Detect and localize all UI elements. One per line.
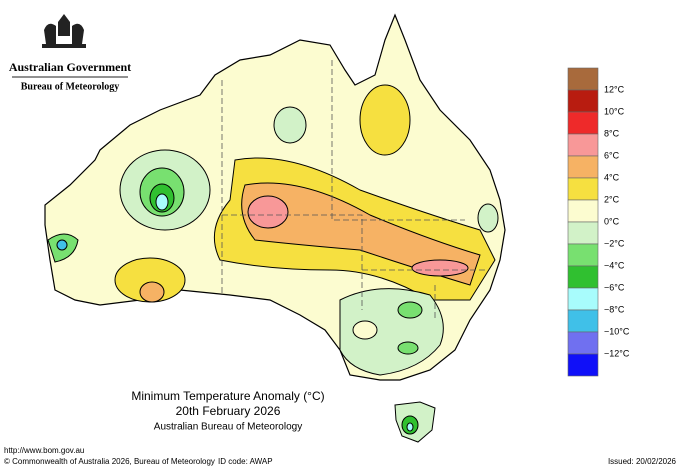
agency-name: Bureau of Meteorology [21,81,120,92]
legend-swatch [567,309,599,333]
government-name: Australian Government [9,60,131,74]
legend-swatch [567,155,599,179]
legend-swatch [567,221,599,245]
legend-label: 4°C [604,172,620,182]
footer-id: ID code: AWAP [218,457,273,466]
cold-spot [406,422,414,432]
state-borders [221,60,485,320]
cool-area [477,203,499,233]
legend-label: −12°C [604,348,630,358]
legend-label: −4°C [604,260,625,270]
map-title: Minimum Temperature Anomaly (°C) [131,389,324,403]
warm-spot [139,281,165,303]
legend-swatch [567,111,599,135]
legend-swatch [567,133,599,157]
footer-copyright: © Commonwealth of Australia 2026, Bureau… [4,457,215,466]
legend-label: 0°C [604,216,620,226]
hot-spot [411,259,469,277]
map-source: Australian Bureau of Meteorology [154,422,302,433]
legend-label: −6°C [604,282,625,292]
legend-swatch [567,67,599,91]
legend-label: 2°C [604,194,620,204]
legend-label: −2°C [604,238,625,248]
legend-label: 12°C [604,84,625,94]
legend-swatch [567,177,599,201]
cool-spot [397,301,423,319]
legend-swatch [567,265,599,289]
footer-issued: Issued: 20/02/2026 [608,457,677,466]
legend-swatch [567,199,599,223]
hot-spot [247,195,289,229]
cool-area [273,106,307,144]
legend-label: −10°C [604,326,630,336]
cold-spot [56,239,68,251]
crest [42,14,86,48]
legend-swatch [567,243,599,267]
legend-swatch [567,89,599,113]
legend-label: 8°C [604,128,620,138]
warm-area [359,84,411,156]
map-date: 20th February 2026 [176,404,281,418]
map [44,13,506,443]
legend-swatch [567,331,599,355]
legend-swatch [567,287,599,311]
neutral-spot [352,320,378,340]
footer-url: http://www.bom.gov.au [4,446,84,455]
legend-swatch [567,353,599,377]
legend-label: −8°C [604,304,625,314]
legend-label: 10°C [604,106,625,116]
legend-label: 6°C [604,150,620,160]
legend: 12°C 10°C 8°C 6°C 4°C 2°C 0°C −2°C −4°C −6°C −8°C −… [567,67,630,377]
cold-spot [155,193,169,211]
cool-spot [397,341,419,355]
